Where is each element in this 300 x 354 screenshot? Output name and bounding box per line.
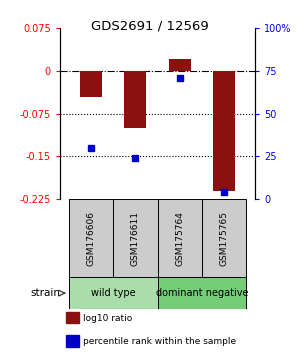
Text: GSM176606: GSM176606 [86,211,95,266]
Text: GSM176611: GSM176611 [131,211,140,266]
Text: strain: strain [30,288,60,298]
Bar [113,199,158,277]
Bar [169,58,191,71]
Bar [158,199,202,277]
Bar [213,71,235,190]
Text: log10 ratio: log10 ratio [83,314,133,322]
Text: GSM175764: GSM175764 [175,211,184,266]
Text: wild type: wild type [91,288,136,298]
Bar [69,199,113,277]
Bar [80,71,102,97]
Bar [124,71,146,128]
Bar [158,277,246,309]
Bar [66,312,79,324]
Text: dominant negative: dominant negative [156,288,248,298]
Text: GSM175765: GSM175765 [220,211,229,266]
Bar [66,335,79,347]
Bar [69,277,158,309]
Text: percentile rank within the sample: percentile rank within the sample [83,337,236,346]
Bar [202,199,246,277]
Text: GDS2691 / 12569: GDS2691 / 12569 [91,19,209,33]
